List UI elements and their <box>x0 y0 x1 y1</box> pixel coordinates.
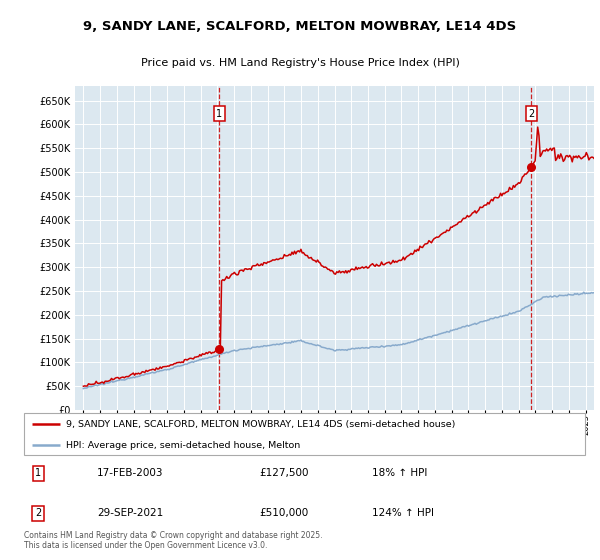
FancyBboxPatch shape <box>24 413 585 455</box>
Text: 1: 1 <box>216 109 223 119</box>
Text: £127,500: £127,500 <box>260 468 309 478</box>
Text: 17-FEB-2003: 17-FEB-2003 <box>97 468 163 478</box>
Text: 2: 2 <box>35 508 41 519</box>
Text: 29-SEP-2021: 29-SEP-2021 <box>97 508 163 519</box>
Text: 18% ↑ HPI: 18% ↑ HPI <box>372 468 427 478</box>
Text: HPI: Average price, semi-detached house, Melton: HPI: Average price, semi-detached house,… <box>66 441 301 450</box>
Text: 9, SANDY LANE, SCALFORD, MELTON MOWBRAY, LE14 4DS: 9, SANDY LANE, SCALFORD, MELTON MOWBRAY,… <box>83 20 517 33</box>
Text: 1: 1 <box>35 468 41 478</box>
Text: 2: 2 <box>528 109 535 119</box>
Text: 124% ↑ HPI: 124% ↑ HPI <box>372 508 434 519</box>
Text: Contains HM Land Registry data © Crown copyright and database right 2025.
This d: Contains HM Land Registry data © Crown c… <box>24 531 323 550</box>
Text: 9, SANDY LANE, SCALFORD, MELTON MOWBRAY, LE14 4DS (semi-detached house): 9, SANDY LANE, SCALFORD, MELTON MOWBRAY,… <box>66 420 455 429</box>
Text: £510,000: £510,000 <box>260 508 309 519</box>
Text: Price paid vs. HM Land Registry's House Price Index (HPI): Price paid vs. HM Land Registry's House … <box>140 58 460 68</box>
